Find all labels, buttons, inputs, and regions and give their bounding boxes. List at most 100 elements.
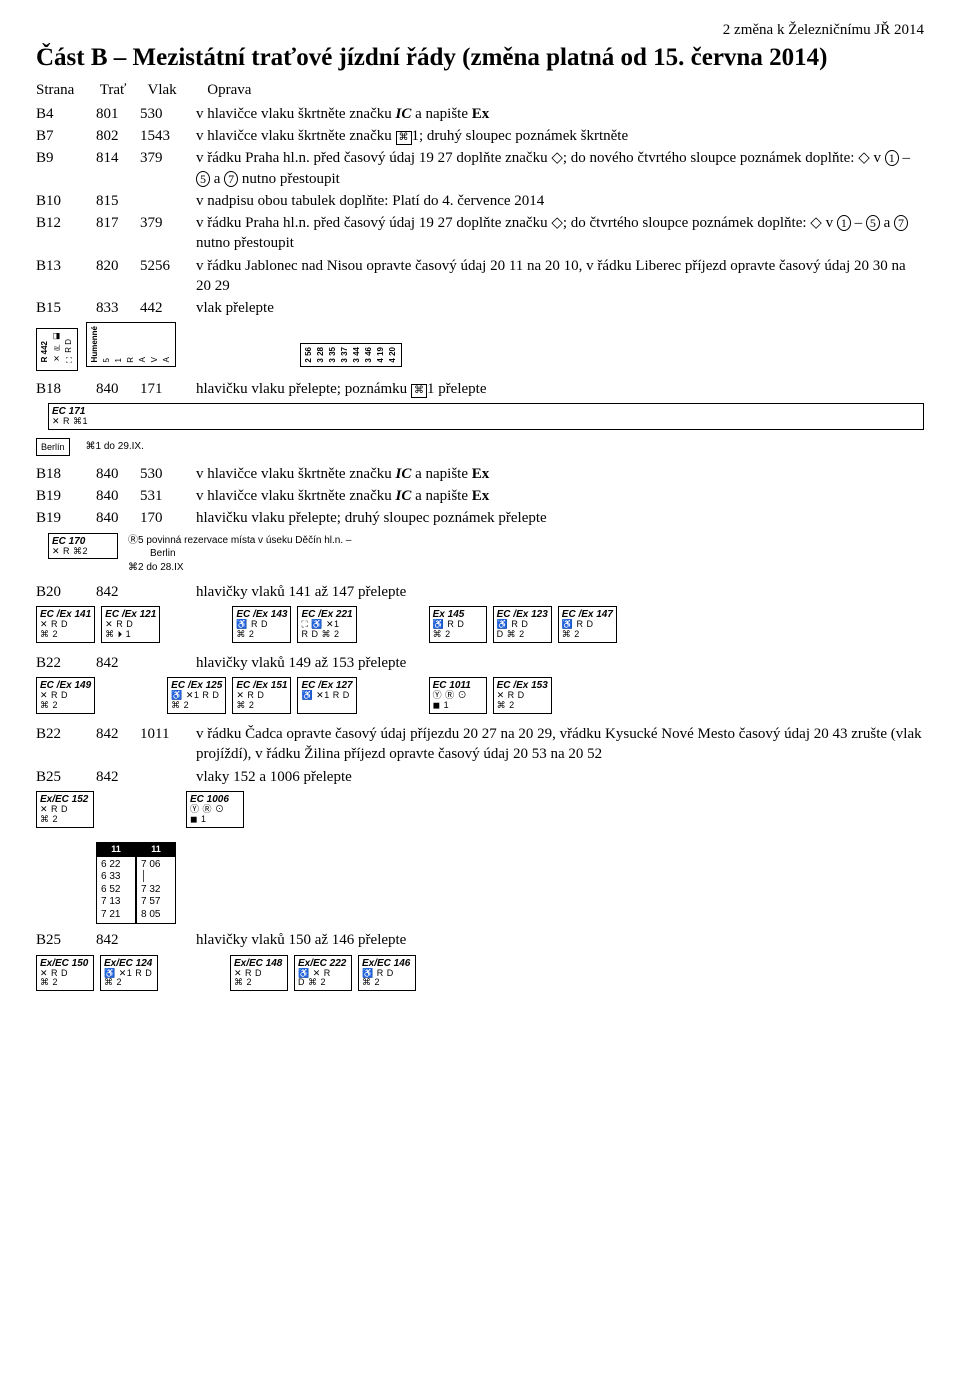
r442-r5: 3 46 (365, 346, 373, 364)
row-vlak: 5256 (140, 256, 196, 297)
row-desc: v nadpisu obou tabulek doplňte: Platí do… (196, 191, 924, 211)
r442-mid-0: Humenné (91, 325, 99, 363)
row-trat: 815 (96, 191, 140, 211)
row-trat: 842 (96, 724, 140, 765)
r442-r4: 3 44 (353, 346, 361, 364)
train-box: EC /Ex 153✕ R D⌘ 2 (493, 677, 552, 714)
tt-cell: 6 22 (101, 859, 131, 872)
row-desc: v hlavičce vlaku škrtněte značku IC a na… (196, 464, 924, 484)
tt-cell: │ (141, 871, 171, 884)
row-desc: hlavičky vlaků 141 až 147 přelepte (196, 582, 924, 602)
row-strana: B12 (36, 213, 96, 254)
row-strana: B7 (36, 126, 96, 146)
row-strana: B20 (36, 582, 96, 602)
row-strana: B19 (36, 486, 96, 506)
row-strana: B13 (36, 256, 96, 297)
row-desc: v řádku Jablonec nad Nisou opravte časov… (196, 256, 924, 297)
ec170-top: EC 170 (52, 536, 114, 547)
row-desc: v řádku Praha hl.n. před časový údaj 19 … (196, 148, 924, 189)
train-top: Ex/EC 150 (40, 958, 90, 969)
ec170-box: EC 170 ✕ R ⌘2 Ⓡ5 povinná rezervace místa… (48, 533, 924, 575)
train-icons: ♿ ✕1 R D (301, 691, 352, 701)
row-vlak (140, 653, 196, 673)
r442-r2: 3 35 (329, 346, 337, 364)
row-trat: 817 (96, 213, 140, 254)
tt-cell: 7 06 (141, 859, 171, 872)
table-row: B25 842 hlavičky vlaků 150 až 146 přelep… (36, 930, 924, 950)
train-group-152: Ex/EC 152 ✕ R D ⌘ 2 EC 1006 Ⓨ Ⓡ ⊙ ◼ 1 (36, 791, 924, 828)
row-strana: B9 (36, 148, 96, 189)
tt-cell: 8 05 (141, 909, 171, 922)
row-trat: 814 (96, 148, 140, 189)
ec170-note1: Ⓡ5 povinná rezervace místa v úseku Děčín… (128, 534, 351, 548)
column-header: Strana Trať Vlak Oprava (36, 80, 924, 100)
train-box: EC 1011Ⓨ Ⓡ ⊙◼ 1 (429, 677, 487, 714)
train-group-149: EC /Ex 149✕ R D⌘ 2EC /Ex 125♿ ✕1 R D⌘ 2E… (36, 677, 924, 714)
row-strana: B15 (36, 298, 96, 318)
r442-left-2: ⛶ R D (65, 338, 73, 364)
table-row: B9814379v řádku Praha hl.n. před časový … (36, 148, 924, 189)
table-row: B4801530v hlavičce vlaku škrtněte značku… (36, 104, 924, 124)
train-box: Ex 145♿ R D⌘ 2 (429, 606, 487, 643)
head-strana: Strana (36, 80, 96, 100)
row-desc: vlaky 152 a 1006 přelepte (196, 767, 924, 787)
row-vlak: 379 (140, 148, 196, 189)
train-group-150: Ex/EC 150✕ R D⌘ 2Ex/EC 124♿ ✕1 R D⌘ 2Ex/… (36, 955, 924, 992)
row-trat: 842 (96, 582, 140, 602)
ec170-note2: Berlin (128, 547, 351, 561)
train-icons: ⌘ 2 (562, 630, 613, 640)
head-vlak: Vlak (148, 80, 204, 100)
table-row: B18840530v hlavičce vlaku škrtněte značk… (36, 464, 924, 484)
r442-r3: 3 37 (341, 346, 349, 364)
row-desc: v hlavičce vlaku škrtněte značku IC a na… (196, 104, 924, 124)
row-strana: B4 (36, 104, 96, 124)
tt-cell: 6 33 (101, 871, 131, 884)
r442-left-1: ✕ ⛿ ◧ (53, 331, 61, 363)
row-trat: 842 (96, 930, 140, 950)
table-row: B18 840 171 hlavičku vlaku přelepte; poz… (36, 379, 924, 399)
row-trat: 840 (96, 464, 140, 484)
r442-r7: 4 20 (389, 346, 397, 364)
table-row: B15833442vlak přelepte (36, 298, 924, 318)
row-trat: 840 (96, 379, 140, 399)
row-strana: B25 (36, 930, 96, 950)
train-box: Ex/EC 222♿ ✕ RD ⌘ 2 (294, 955, 352, 992)
train-top: Ex/EC 124 (104, 958, 154, 969)
row-vlak: 530 (140, 464, 196, 484)
r442-mid-6: A (163, 356, 171, 363)
train-box: Ex/EC 148✕ R D⌘ 2 (230, 955, 288, 992)
train-box: EC /Ex 125♿ ✕1 R D⌘ 2 (167, 677, 226, 714)
r442-mid-1: 5 (103, 357, 111, 363)
tt-cell: 7 32 (141, 884, 171, 897)
r442-mid-2: 1 (115, 357, 123, 363)
row-strana: B18 (36, 379, 96, 399)
berlin-left: Berlín (36, 438, 70, 456)
train-box: Ex/EC 124♿ ✕1 R D⌘ 2 (100, 955, 158, 992)
table-row: B20 842 hlavičky vlaků 141 až 147 přelep… (36, 582, 924, 602)
train-box: EC /Ex 123♿ R DD ⌘ 2 (493, 606, 552, 643)
train-icons: ⌘ 2 (433, 630, 483, 640)
train-icons: ⌘ 2 (171, 701, 222, 711)
row-vlak: 170 (140, 508, 196, 528)
table-row: B138205256v řádku Jablonec nad Nisou opr… (36, 256, 924, 297)
tt-hd-right: 11 (136, 842, 176, 856)
row-vlak: 442 (140, 298, 196, 318)
head-trat: Trať (100, 80, 144, 100)
head-oprava: Oprava (207, 80, 251, 100)
row-vlak: 1543 (140, 126, 196, 146)
rows-block-2: B18840530v hlavičce vlaku škrtněte značk… (36, 464, 924, 529)
row-strana: B19 (36, 508, 96, 528)
row-vlak (140, 767, 196, 787)
berlin-right: ⌘1 do 29.IX. (86, 440, 144, 454)
row-vlak (140, 582, 196, 602)
berlin-row: Berlín ⌘1 do 29.IX. (36, 438, 924, 456)
train-box: EC /Ex 221⛶ ♿ ✕1R D ⌘ 2 (297, 606, 356, 643)
train-icons: ◼ 1 (433, 701, 483, 711)
train-group-141: EC /Ex 141✕ R D⌘ 2EC /Ex 121✕ R D⌘ ⏵ 1EC… (36, 606, 924, 643)
page-header: 2 změna k Železničnímu JŘ 2014 (36, 20, 924, 40)
train-icons: ⌘ 2 (497, 701, 548, 711)
g152-l-l3: ⌘ 2 (40, 815, 90, 825)
row-vlak (140, 191, 196, 211)
row-desc: hlavičku vlaku přelepte; poznámku ⌘1 pře… (196, 379, 924, 399)
train-icons: ⌘ 2 (40, 630, 91, 640)
